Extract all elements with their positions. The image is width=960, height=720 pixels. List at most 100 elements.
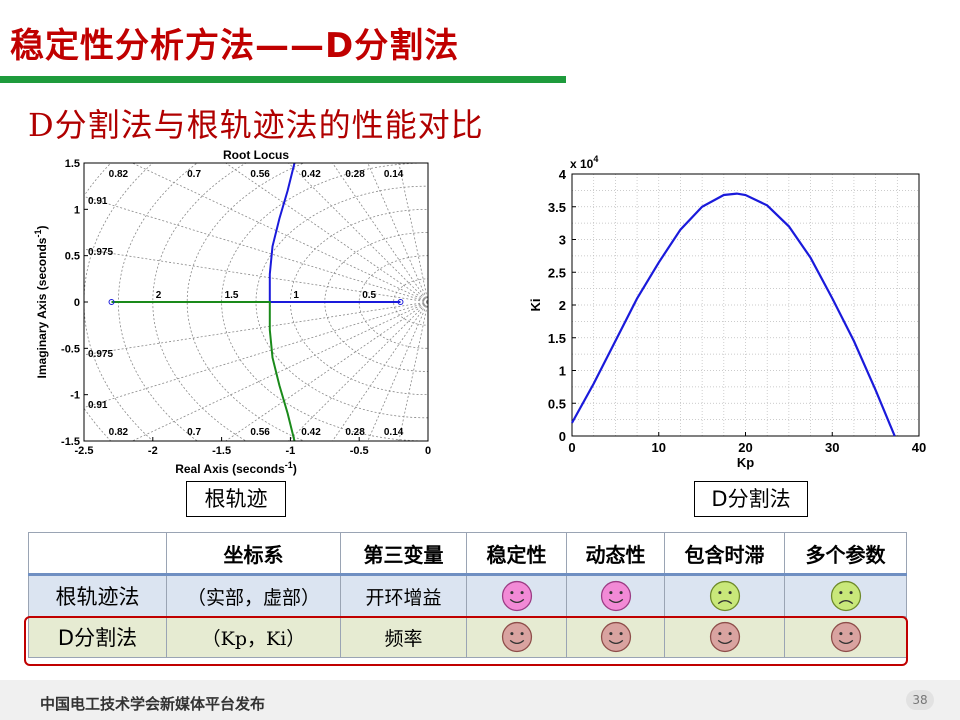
header-empty bbox=[28, 532, 167, 576]
x-tick-label: 40 bbox=[912, 440, 926, 455]
face-eye bbox=[520, 632, 524, 636]
y-tick-label: 3 bbox=[559, 233, 566, 248]
d-partition-svg: 0 10 20 30 40 0 0.5 1 1.5 2 2.5 3 3.5 4x 104 Kp Ki bbox=[528, 154, 926, 470]
y-tick-label: 4 bbox=[559, 167, 567, 182]
y-axis-label: Imaginary Axis (seconds-1) bbox=[33, 226, 49, 379]
face-circle bbox=[501, 580, 532, 612]
row-method: 根轨迹法 bbox=[28, 574, 167, 617]
header-coordinate-system: 坐标系 bbox=[166, 532, 341, 576]
pole-marker bbox=[108, 299, 115, 305]
face-mouth bbox=[509, 639, 524, 645]
damping-ray bbox=[84, 301, 428, 408]
face-eye bbox=[728, 632, 732, 636]
face-eye bbox=[509, 632, 513, 636]
face-eye bbox=[608, 591, 612, 595]
slide-title: 稳定性分析方法——D分割法 bbox=[10, 26, 460, 66]
x-tick-label: -2.5 bbox=[75, 445, 94, 457]
y-tick-label: 0 bbox=[559, 429, 566, 444]
face-circle bbox=[709, 621, 740, 653]
row-coordinate: （Kp，Ki） bbox=[166, 616, 341, 658]
y-tick-label: 0 bbox=[74, 297, 80, 309]
page-number-badge: 38 bbox=[906, 690, 934, 710]
x-tick-label: 0 bbox=[568, 440, 575, 455]
damping-label-bottom: 0.28 bbox=[345, 427, 365, 438]
damping-label-bottom: 0.7 bbox=[187, 427, 201, 438]
damping-label-left: 0.91 bbox=[88, 196, 108, 207]
root-locus-chart: -2.5 -2 -1.5 -1 -0.5 0 -1.5 -1 -0.5 0 0.5 1 1.5 0.82 0… bbox=[28, 146, 440, 482]
damping-ray bbox=[287, 301, 428, 441]
row-face-cell bbox=[566, 574, 665, 617]
damping-label-left: 0.975 bbox=[88, 349, 113, 360]
row-face-cell bbox=[664, 616, 785, 658]
x-axis-label: Real Axis (seconds-1) bbox=[175, 460, 297, 476]
freq-label: 1.5 bbox=[225, 290, 239, 301]
smile-face-icon bbox=[709, 621, 740, 653]
face-circle bbox=[709, 580, 740, 612]
face-eye bbox=[619, 632, 623, 636]
face-mouth bbox=[608, 598, 623, 604]
damping-label-top: 0.14 bbox=[384, 169, 404, 180]
table-row: D分割法 （Kp，Ki） 频率 bbox=[28, 616, 907, 658]
y-tick-label: 1 bbox=[559, 364, 566, 379]
damping-ray bbox=[131, 163, 428, 303]
footer-publisher-text: 中国电工技术学会新媒体平台发布 bbox=[40, 695, 266, 713]
damping-ray bbox=[131, 301, 428, 441]
freq-label: 0.5 bbox=[362, 290, 376, 301]
chart-title: Root Locus bbox=[223, 148, 289, 162]
damping-label-top: 0.28 bbox=[345, 169, 365, 180]
face-circle bbox=[830, 621, 861, 653]
face-mouth bbox=[509, 598, 524, 604]
table-header-row: 坐标系 第三变量 稳定性 动态性 包含时滞 多个参数 bbox=[28, 532, 907, 576]
face-eye bbox=[838, 632, 842, 636]
freq-label: 1 bbox=[293, 290, 299, 301]
face-eye bbox=[728, 591, 732, 595]
damping-ray bbox=[331, 301, 428, 441]
header-third-variable: 第三变量 bbox=[340, 532, 467, 576]
face-eye bbox=[520, 591, 524, 595]
y-tick-label: -0.5 bbox=[61, 343, 80, 355]
face-mouth bbox=[838, 639, 853, 645]
face-circle bbox=[600, 580, 631, 612]
y-tick-label: 1 bbox=[74, 204, 80, 216]
table-row: 根轨迹法 （实部，虚部） 开环增益 bbox=[28, 574, 907, 617]
damping-label-top: 0.56 bbox=[250, 169, 270, 180]
y-multiplier-label: x 104 bbox=[570, 154, 598, 171]
face-eye bbox=[509, 591, 513, 595]
damping-label-top: 0.82 bbox=[109, 169, 129, 180]
y-tick-label: 0.5 bbox=[548, 396, 566, 411]
row-third-variable: 开环增益 bbox=[340, 574, 467, 617]
x-tick-label: 10 bbox=[652, 440, 666, 455]
x-tick-label: -1.5 bbox=[212, 445, 231, 457]
x-tick-label: 30 bbox=[825, 440, 839, 455]
comparison-table: 坐标系 第三变量 稳定性 动态性 包含时滞 多个参数 根轨迹法 （实部，虚部） … bbox=[28, 532, 907, 658]
row-face-cell bbox=[466, 616, 567, 658]
damping-label-bottom: 0.82 bbox=[109, 427, 129, 438]
face-circle bbox=[830, 580, 861, 612]
d-partition-chart: 0 10 20 30 40 0 0.5 1 1.5 2 2.5 3 3.5 4 x 104 Kp Ki bbox=[520, 150, 932, 476]
face-eye bbox=[619, 591, 623, 595]
face-mouth bbox=[717, 600, 732, 605]
x-tick-label: -1 bbox=[286, 445, 296, 457]
freq-label: 2 bbox=[156, 290, 162, 301]
damping-label-top: 0.7 bbox=[187, 169, 201, 180]
frown-face-icon bbox=[830, 580, 861, 612]
damping-ray bbox=[331, 163, 428, 303]
face-circle bbox=[600, 621, 631, 653]
face-mouth bbox=[608, 639, 623, 645]
locus-branch-2 bbox=[111, 301, 296, 441]
y-tick-label: 0.5 bbox=[65, 251, 80, 263]
y-axis-label: Ki bbox=[528, 299, 543, 312]
smile-face-icon bbox=[600, 621, 631, 653]
header-dynamics: 动态性 bbox=[566, 532, 665, 576]
row-face-cell bbox=[664, 574, 785, 617]
row-face-cell bbox=[466, 574, 567, 617]
row-third-variable: 频率 bbox=[340, 616, 467, 658]
x-tick-label: 0 bbox=[425, 445, 431, 457]
title-underline-bar bbox=[0, 76, 566, 83]
damping-ray bbox=[287, 163, 428, 303]
root-locus-label: 根轨迹 bbox=[186, 481, 286, 517]
header-time-delay: 包含时滞 bbox=[664, 532, 785, 576]
footer-bar bbox=[0, 680, 960, 720]
row-coordinate: （实部，虚部） bbox=[166, 574, 341, 617]
damping-ray bbox=[224, 163, 428, 303]
